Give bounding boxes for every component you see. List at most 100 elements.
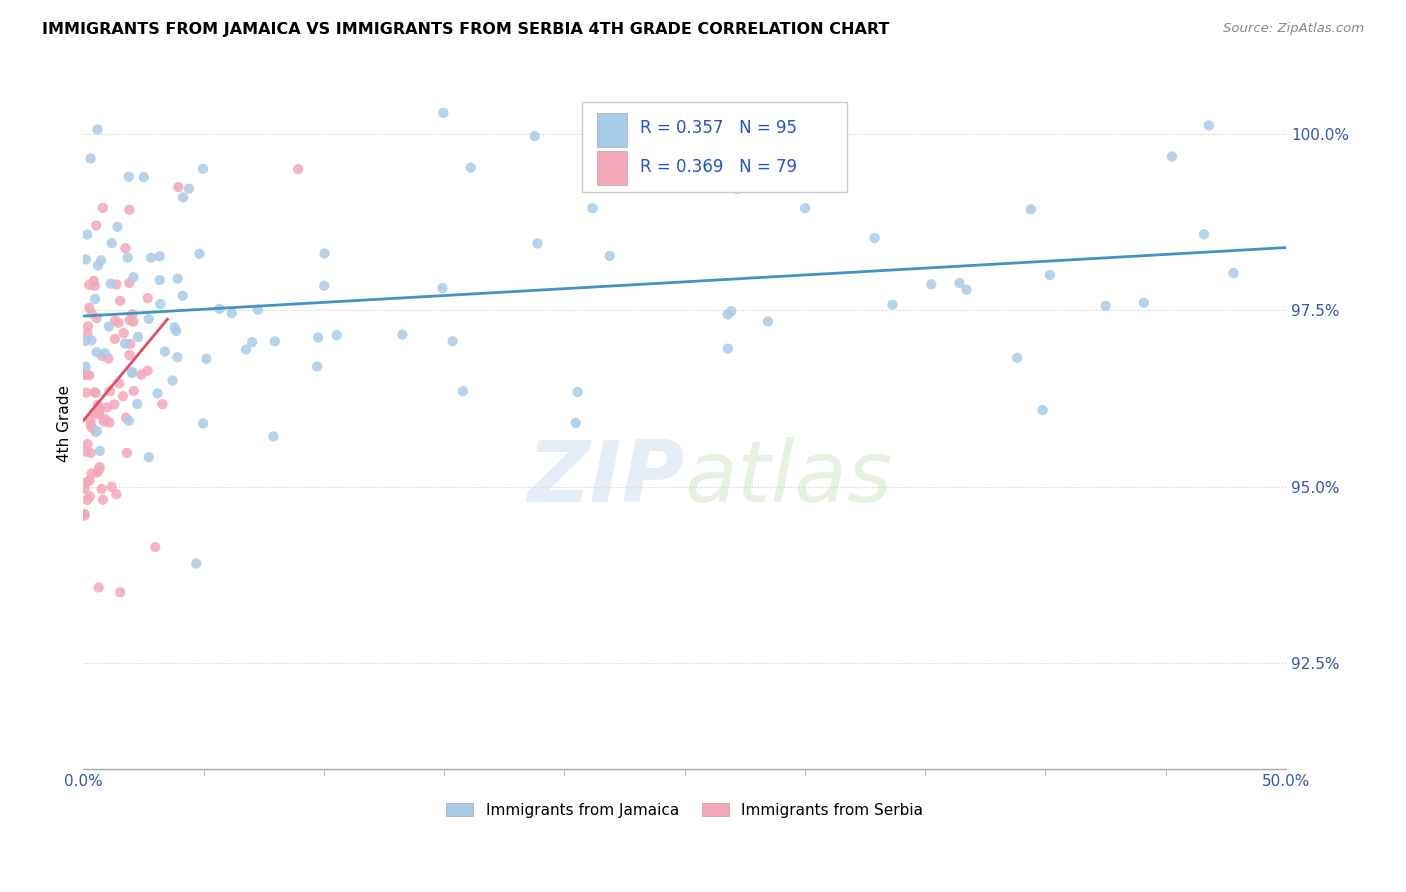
Point [118,313,141,327]
Point [121,365,143,379]
Point [153,344,176,359]
Point [79,368,101,383]
Point [105,277,128,292]
Point [105,487,128,501]
Point [114,336,136,351]
Point [89,444,111,458]
Bar [582,102,846,192]
Point [1161,149,1184,163]
Point [186,557,208,571]
Text: Source: ZipAtlas.com: Source: ZipAtlas.com [1223,22,1364,36]
Point [314,278,336,293]
Point [167,180,190,194]
Point [127,397,149,411]
Point [188,247,211,261]
Text: R = 0.369   N = 79: R = 0.369 N = 79 [640,159,797,177]
Point [75,334,97,348]
Point [80,420,103,434]
Point [121,307,143,321]
Point [108,585,131,599]
Point [143,540,166,554]
Point [89,402,111,417]
Point [1133,295,1156,310]
Point [108,293,131,308]
Point [94,346,117,360]
Point [75,368,97,382]
Point [149,249,172,263]
Point [564,416,586,430]
Point [87,406,110,420]
Point [83,406,105,420]
Point [97,351,120,366]
Point [100,236,122,251]
Point [89,460,111,475]
Point [326,328,349,343]
Point [163,320,186,334]
Point [152,397,174,411]
Bar [596,113,627,146]
Point [107,219,129,234]
Point [86,466,108,480]
Point [725,182,748,196]
Point [240,334,263,349]
Point [112,326,135,340]
Point [100,277,122,291]
Point [172,190,194,204]
Point [1198,119,1220,133]
Point [118,202,141,217]
Point [460,161,482,175]
Point [208,301,231,316]
Point [720,304,742,318]
Point [526,236,548,251]
Point [149,297,172,311]
Point [567,384,589,399]
Point [75,252,97,267]
Point [191,161,214,176]
Point [73,508,96,523]
Bar [596,152,627,185]
Point [235,343,257,357]
Point [73,482,96,496]
Point [263,334,285,349]
Point [93,415,115,429]
Point [73,368,96,382]
Point [107,316,129,330]
Point [139,251,162,265]
Point [138,450,160,465]
Point [121,366,143,380]
Point [1094,299,1116,313]
Point [108,376,131,391]
Point [756,314,779,328]
Point [246,302,269,317]
Text: atlas: atlas [685,437,893,520]
Point [432,281,454,295]
Point [79,489,101,503]
Point [1032,403,1054,417]
Point [1222,266,1244,280]
Point [104,313,127,327]
Point [955,283,977,297]
Point [84,425,107,439]
Point [76,492,98,507]
Point [91,492,114,507]
Point [75,359,97,374]
Point [104,332,127,346]
Point [136,291,159,305]
Point [98,416,121,430]
Y-axis label: 4th Grade: 4th Grade [58,384,72,462]
Point [86,122,108,136]
Point [1019,202,1042,217]
Point [948,276,970,290]
Point [287,162,309,177]
Point [391,327,413,342]
Point [87,581,110,595]
Point [117,251,139,265]
Point [76,326,98,341]
Point [86,345,108,359]
Point [193,417,215,431]
Point [122,270,145,285]
Point [195,351,218,366]
Point [76,475,98,489]
Point [127,330,149,344]
Point [262,429,284,443]
